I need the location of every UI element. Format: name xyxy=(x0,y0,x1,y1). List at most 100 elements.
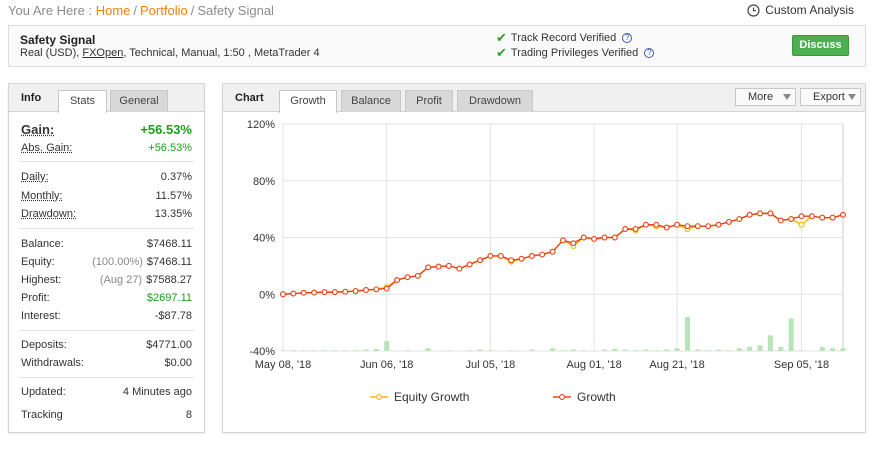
growth-point xyxy=(383,285,390,292)
gain-label: Gain: xyxy=(21,122,55,137)
volume-bar xyxy=(643,349,649,351)
volume-bar xyxy=(446,350,452,351)
volume-bar xyxy=(373,348,379,351)
volume-bar xyxy=(716,349,722,351)
growth-point xyxy=(508,257,515,264)
growth-point xyxy=(425,264,432,271)
info-tabbar: Info Stats General xyxy=(9,84,204,113)
tracking-value: 8 xyxy=(185,409,192,421)
volume-bar xyxy=(311,350,317,351)
volume-bar xyxy=(363,349,369,351)
balance-row: Balance: $7468.11 xyxy=(21,238,192,250)
volume-bar xyxy=(404,350,410,351)
growth-point xyxy=(373,286,380,293)
export-dropdown[interactable]: Export xyxy=(800,88,861,106)
drawdown-row: Drawdown: 13.35% xyxy=(21,208,192,220)
profit-value: $2697.11 xyxy=(146,292,192,304)
growth-chart: 120% 80% 40% 0% -40%May 08, '18 Jun 06, '18 Ju… xyxy=(247,119,846,404)
volume-bar xyxy=(736,348,742,351)
tab-profit[interactable]: Profit xyxy=(405,90,453,112)
legend-equity-growth-marker xyxy=(376,394,382,400)
updated-value: 4 Minutes ago xyxy=(122,386,192,398)
info-label: Info xyxy=(21,92,42,104)
chevron-down-icon xyxy=(848,94,856,100)
volume-bar xyxy=(332,350,338,351)
tab-balance[interactable]: Balance xyxy=(341,90,401,112)
tab-drawdown[interactable]: Drawdown xyxy=(457,90,533,112)
daily-row: Daily: 0.37% xyxy=(21,171,192,183)
growth-point xyxy=(518,255,525,262)
growth-point xyxy=(715,221,722,228)
discuss-button[interactable]: Discuss xyxy=(792,35,849,56)
growth-point xyxy=(331,289,338,296)
monthly-row: Monthly: 11.57% xyxy=(21,190,192,202)
growth-point xyxy=(653,221,660,228)
breadcrumb-prefix: You Are Here : xyxy=(8,3,93,18)
tab-growth[interactable]: Growth xyxy=(279,90,337,113)
growth-point xyxy=(736,216,743,223)
growth-point xyxy=(840,211,846,218)
legend-equity-growth-label: Equity Growth xyxy=(394,390,469,404)
custom-analysis-link[interactable]: Custom Analysis xyxy=(747,3,854,17)
more-dropdown[interactable]: More xyxy=(735,88,796,106)
chart-panel: Chart Growth Balance Profit Drawdown Mor… xyxy=(222,83,866,433)
tracking-row: Tracking 8 xyxy=(21,409,192,421)
highest-date: (Aug 27) xyxy=(99,274,143,286)
divider xyxy=(19,161,194,162)
tab-stats[interactable]: Stats xyxy=(58,90,107,113)
growth-point xyxy=(539,251,546,258)
growth-point xyxy=(694,223,701,230)
interest-value: -$87.78 xyxy=(154,310,192,322)
volume-bar xyxy=(830,348,836,351)
help-icon[interactable]: ? xyxy=(622,33,633,43)
volume-bar xyxy=(301,350,307,351)
volume-bar xyxy=(477,349,483,351)
growth-point xyxy=(757,210,763,217)
x-tick-label: Sep 05, '18 xyxy=(774,359,829,371)
broker-link[interactable]: FXOpen xyxy=(82,47,124,59)
growth-point xyxy=(363,287,369,293)
growth-point xyxy=(570,240,577,247)
growth-point xyxy=(435,263,442,270)
volume-bar xyxy=(747,346,753,351)
growth-point xyxy=(321,289,328,296)
growth-point xyxy=(684,223,691,230)
divider xyxy=(19,377,194,378)
volume-bar xyxy=(560,350,566,351)
gain-row: Gain: +56.53% xyxy=(21,122,192,137)
highest-value: $7588.27 xyxy=(146,274,192,286)
volume-bar xyxy=(581,350,587,351)
trading-privileges-verified: ✔ Trading Privileges Verified ? xyxy=(496,45,655,61)
growth-point xyxy=(300,289,307,296)
info-panel: Info Stats General Gain: +56.53% Abs. Ga… xyxy=(8,83,205,433)
x-tick-label: Aug 01, '18 xyxy=(566,359,621,371)
volume-bar xyxy=(425,348,431,351)
equity-point xyxy=(798,221,805,228)
volume-bar xyxy=(529,349,535,351)
growth-point xyxy=(404,274,411,281)
divider xyxy=(19,330,194,331)
drawdown-value: 13.35% xyxy=(154,208,192,220)
system-name: Safety Signal xyxy=(20,33,96,47)
growth-point xyxy=(394,277,401,284)
breadcrumb-home-link[interactable]: Home xyxy=(95,3,131,18)
growth-point xyxy=(580,234,587,241)
growth-point xyxy=(725,218,732,225)
growth-point xyxy=(352,288,359,295)
growth-point xyxy=(342,288,349,295)
breadcrumb-portfolio-link[interactable]: Portfolio xyxy=(140,3,188,18)
volume-bar xyxy=(622,349,628,351)
volume-bar xyxy=(384,341,390,351)
growth-point xyxy=(466,261,473,268)
x-tick-label: May 08, '18 xyxy=(255,359,312,371)
chevron-down-icon xyxy=(783,94,791,100)
check-icon: ✔ xyxy=(496,45,507,60)
volume-bar xyxy=(819,346,825,351)
legend-growth-marker xyxy=(559,394,565,400)
help-icon[interactable]: ? xyxy=(644,48,655,58)
tab-general[interactable]: General xyxy=(110,90,168,112)
volume-bar xyxy=(601,349,607,351)
custom-analysis-label: Custom Analysis xyxy=(765,3,854,17)
growth-point xyxy=(591,235,598,242)
legend-growth-label: Growth xyxy=(577,390,616,404)
